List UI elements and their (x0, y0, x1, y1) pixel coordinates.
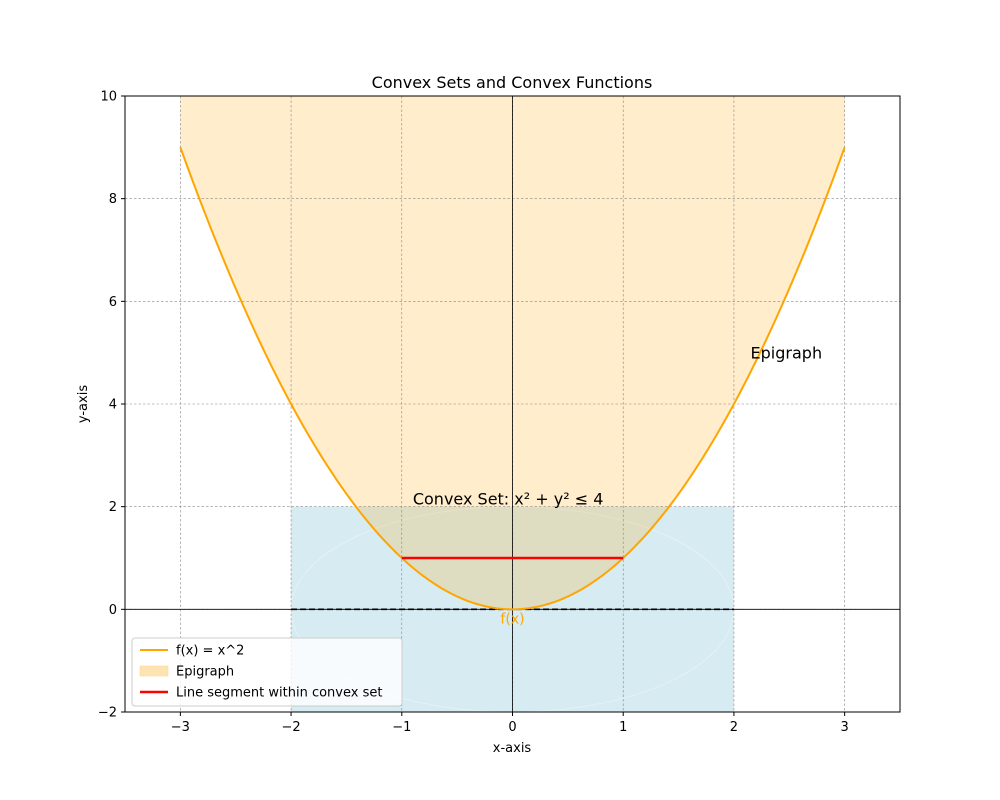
x-tick-label: 3 (841, 720, 849, 735)
chart-title: Convex Sets and Convex Functions (372, 73, 653, 92)
legend-entry: Line segment within convex set (176, 686, 382, 701)
curve-fx (179, 146, 846, 611)
convex-set-label: Convex Set: x² + y² ≤ 4 (413, 490, 604, 509)
x-tick-label: 2 (730, 720, 738, 735)
y-tick-label: 10 (100, 90, 117, 105)
ticks: −3 −2 −1 0 1 2 3 −2 0 2 4 6 8 10 (98, 90, 849, 736)
curve-label: f(x) (500, 611, 524, 627)
y-tick-label: −2 (98, 706, 117, 721)
y-tick-label: 8 (109, 192, 117, 207)
x-tick-label: −2 (281, 720, 300, 735)
x-axis-label: x-axis (493, 741, 532, 756)
legend-entry: f(x) = x^2 (176, 644, 244, 659)
legend-box (131, 637, 403, 707)
y-tick-label: 0 (109, 603, 117, 618)
y-axis-label: y-axis (76, 385, 91, 423)
y-tick-label: 4 (109, 398, 117, 413)
plot-area: f(x) Epigraph Convex Set: x² + y² ≤ 4 (124, 95, 901, 713)
x-tick-label: −3 (171, 720, 190, 735)
x-tick-label: 0 (508, 720, 516, 735)
legend: f(x) = x^2 Epigraph Line segment within co… (131, 637, 403, 707)
y-tick-label: 6 (109, 295, 117, 310)
x-tick-label: 1 (619, 720, 627, 735)
epigraph-label: Epigraph (751, 344, 823, 363)
legend-entry: Epigraph (176, 665, 234, 680)
legend-swatch (139, 665, 169, 677)
x-tick-label: −1 (392, 720, 411, 735)
y-tick-label: 2 (109, 500, 117, 515)
